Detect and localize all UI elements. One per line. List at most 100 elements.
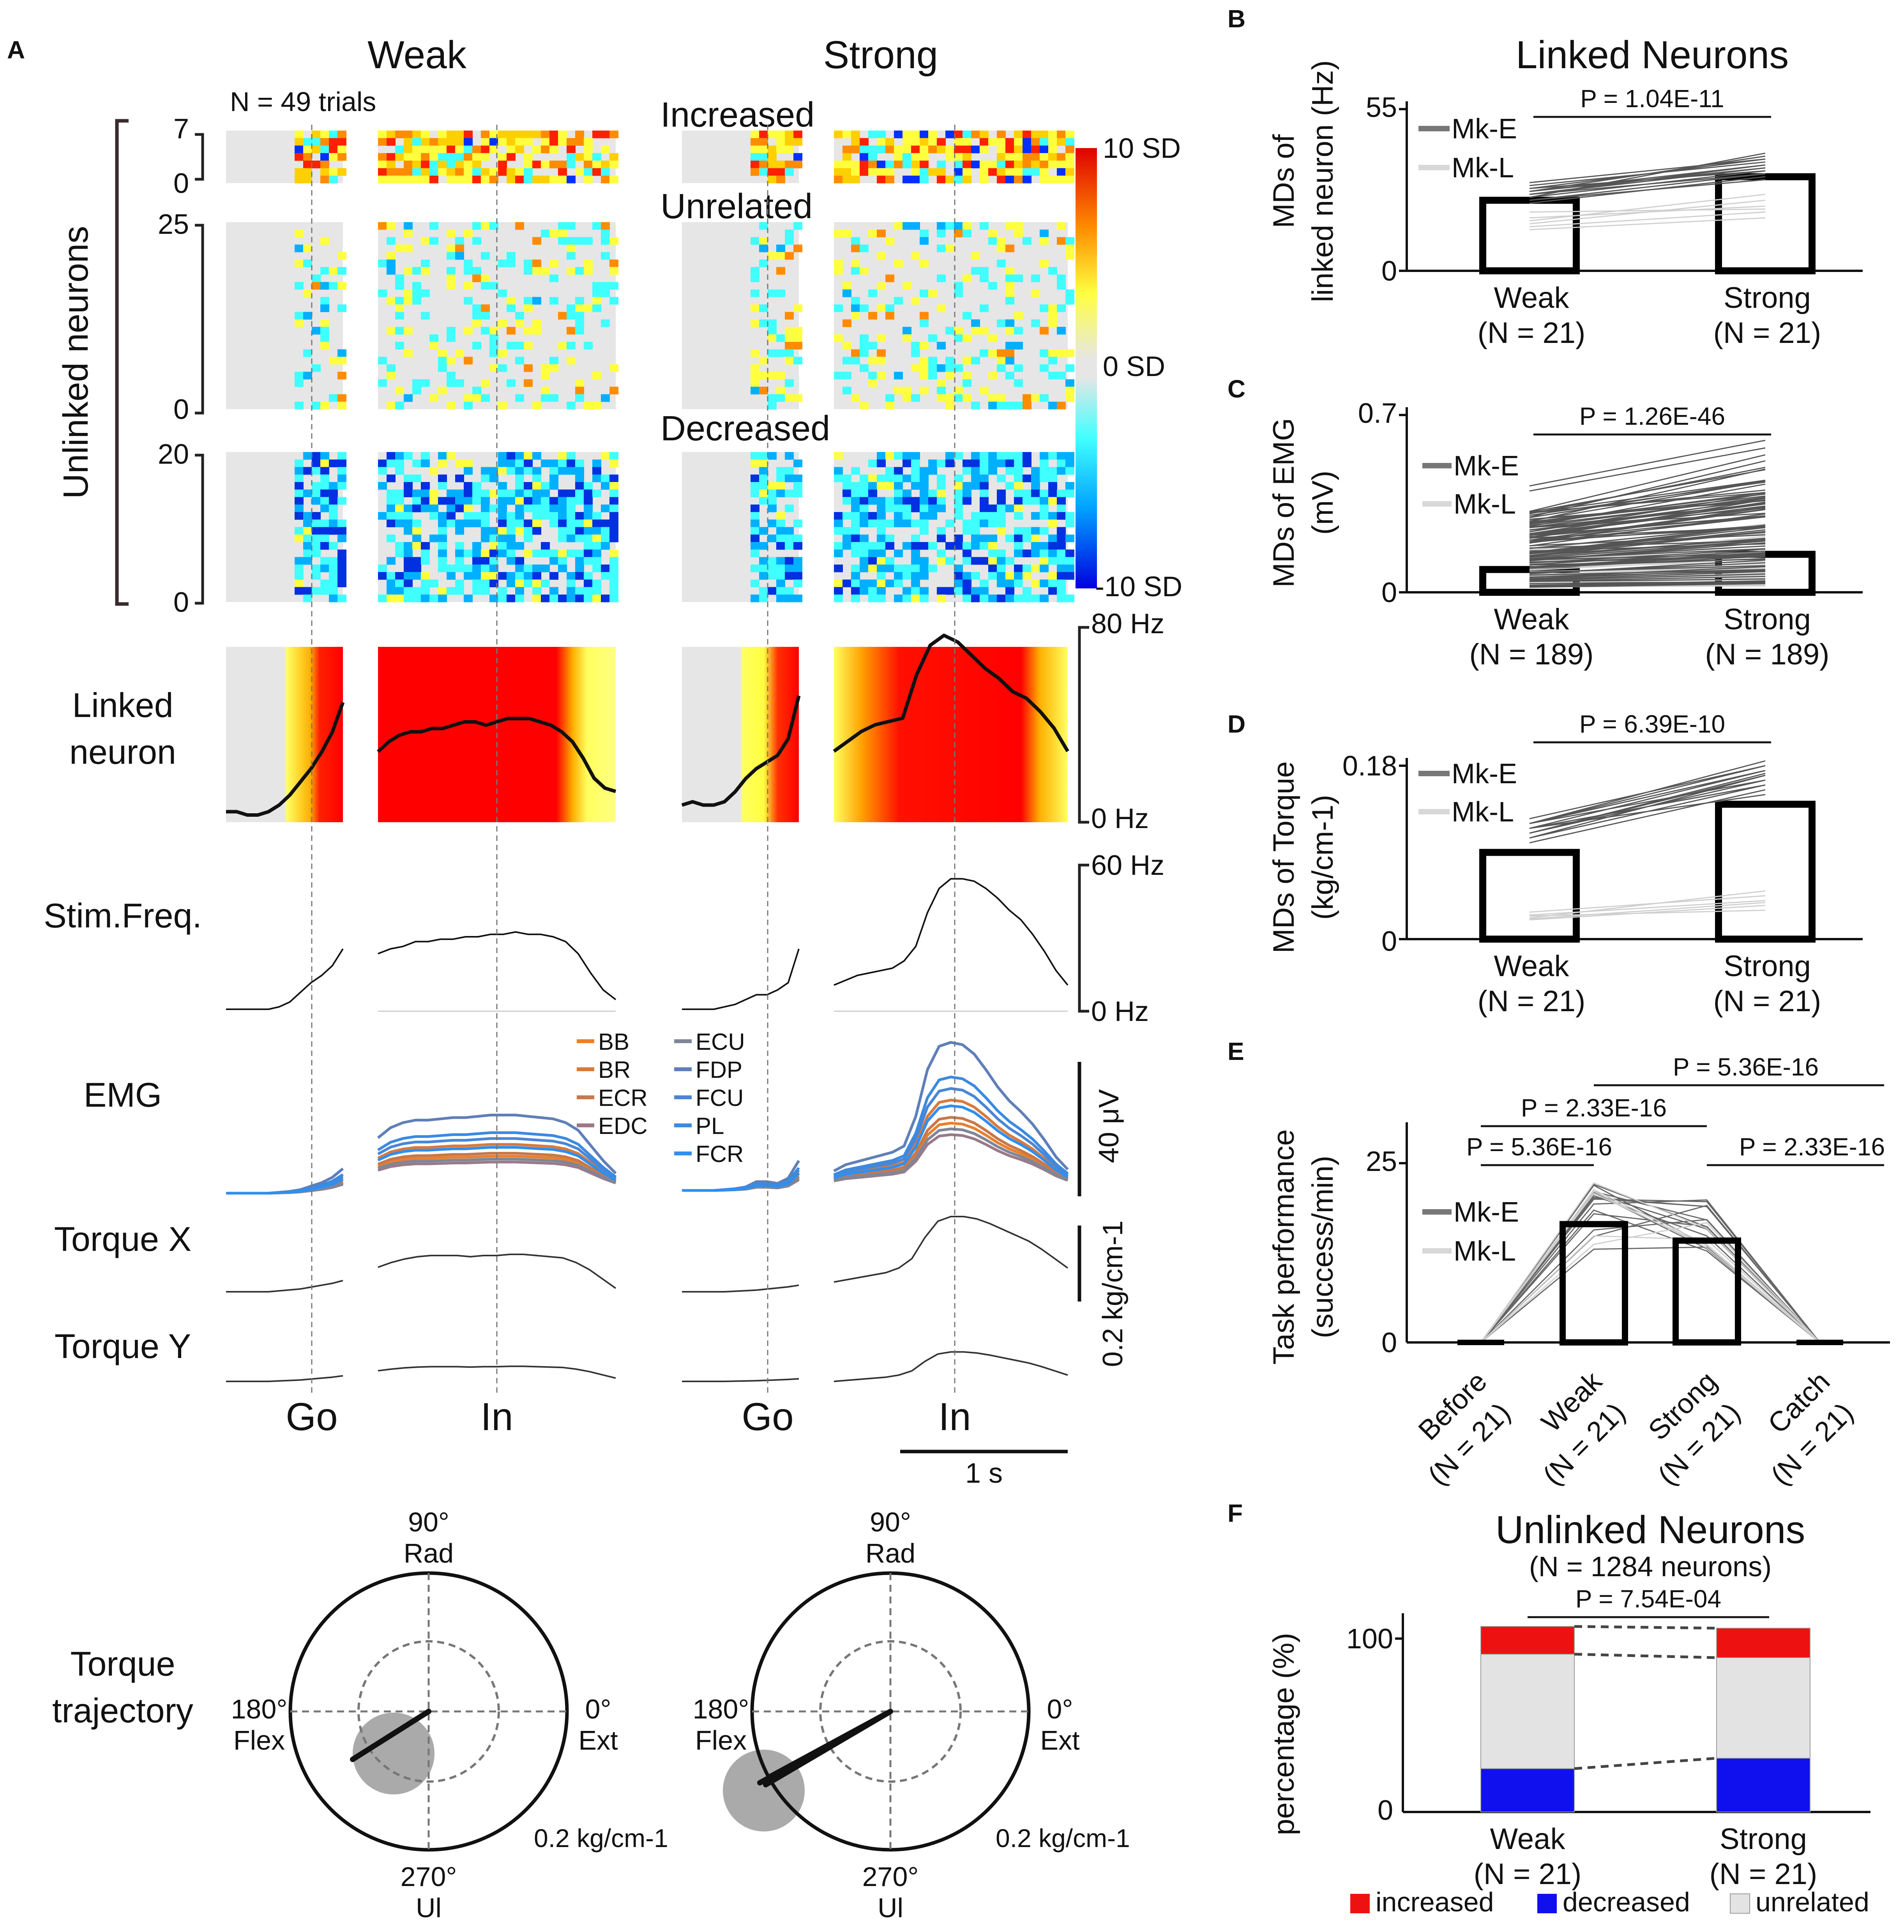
heatmap-cell [541,131,550,138]
heatmap-cell [575,519,584,527]
heatmap-cell [429,145,438,154]
heatmap-cell [860,542,869,550]
heatmap-cell [851,497,860,505]
heatmap-cell [860,534,869,542]
heatmap-cell [584,504,593,512]
heatmap-cell [903,459,911,467]
heatmap-cell [759,482,768,490]
heatmap-cell [751,131,759,138]
panel-e-subject-line [1480,1219,1821,1343]
heatmap-cell [455,474,464,482]
heatmap-cell [785,342,794,350]
heatmap-cell [295,175,304,184]
heatmap-cell [337,131,346,138]
heatmap-cell [885,452,894,460]
heatmap-cell [1023,572,1031,580]
heatmap-cell [793,594,802,602]
heatmap-cell [768,394,777,402]
heatmap-cell [920,372,929,380]
heatmap-cell [937,145,946,154]
heatmap-cell [498,289,507,297]
panel-c-x-weak-n: (N = 189) [1470,638,1594,671]
heatmap-cell [954,387,963,395]
heatmap-cell [395,452,404,460]
heatmap-cell [920,467,929,475]
heatmap-cell [412,297,421,305]
heatmap-cell [954,579,963,587]
heatmap-cell [885,579,894,587]
heatmap-cell [885,145,894,154]
heatmap-cell [515,168,524,176]
heatmap-cell [785,131,794,138]
heatmap-cell [785,145,794,154]
heatmap-cell [558,519,567,527]
heatmap-cell [481,327,490,335]
heatmap-cell [524,168,533,176]
heatmap-cell [303,519,312,527]
heatmap-cell [1040,138,1049,146]
heatmap-cell [438,534,447,542]
heatmap-cell [438,557,447,565]
heatmap-cell [877,542,886,550]
heatmap-cell [877,519,886,527]
heatmap-cell [1048,474,1057,482]
heatmap-cell [395,304,404,312]
heatmap-cell [329,504,338,512]
stim-scale-bar [1078,864,1089,1013]
heatmap-cell [1014,274,1023,283]
heatmap-cell [963,527,971,535]
panel-e-legend-mkl: Mk-L [1454,1236,1516,1267]
torque-trajectory-title-line1: Torque [70,1644,175,1683]
heatmap-cell [404,161,413,168]
group-label-decreased: Decreased [661,409,830,448]
heatmap-cell [395,512,404,520]
heatmap-cell [387,252,396,260]
heatmap-cell [395,274,404,283]
heatmap-cell [971,452,980,460]
heatmap-cell [549,557,558,565]
heatmap-cell [412,557,421,565]
heatmap-cell [337,304,346,312]
heatmap-cell [842,357,851,365]
heatmap-cell [1005,594,1014,602]
heatmap-cell [481,153,490,161]
heatmap-cell [438,131,447,138]
heatmap-cell [429,161,438,168]
heatmap-cell [911,594,920,602]
heatmap-cell [963,394,971,402]
heatmap-cell [860,267,869,275]
heatmap-cell [567,357,576,365]
heatmap-cell [515,512,524,520]
heatmap-cell [1023,594,1031,602]
heatmap-cell [928,504,937,512]
heatmap-cell [937,527,946,535]
heatmap-cell [320,342,329,350]
heatmap-cell [312,527,321,535]
heatmap-cell [498,594,507,602]
heatmap-cell [438,138,447,146]
heatmap-cell [1057,579,1066,587]
heatmap-cell [954,497,963,505]
heatmap-cell [303,153,312,161]
heatmap-cell [1031,153,1040,161]
heatmap-cell [507,579,516,587]
heatmap-cell [894,387,903,395]
heatmap-cell [567,527,576,535]
heatmap-cell [558,168,567,176]
heatmap-cell [387,237,396,245]
heatmap-cell [1023,131,1031,138]
heatmap-cell [877,304,886,312]
heatmap-cell [575,572,584,580]
polar-label-strong-0: 90° [870,1507,911,1537]
heatmap-cell [868,512,877,520]
heatmap-cell [455,161,464,168]
heatmap-cell [584,260,593,267]
heatmap-cell [609,549,618,557]
heatmap-cell [447,138,456,146]
heatmap-cell [877,168,886,176]
heatmap-cell [785,327,794,335]
heatmap-cell [751,274,759,283]
heatmap-cell [464,489,473,497]
heatmap-cell [515,497,524,505]
heatmap-cell [997,512,1006,520]
